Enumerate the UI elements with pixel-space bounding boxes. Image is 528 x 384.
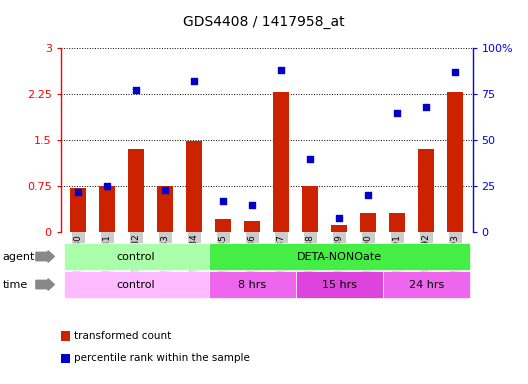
Point — [335, 215, 343, 221]
Text: 8 hrs: 8 hrs — [238, 280, 266, 290]
Text: 24 hrs: 24 hrs — [409, 280, 444, 290]
Point — [103, 183, 111, 189]
Bar — [360, 213, 376, 232]
Bar — [389, 213, 405, 232]
Bar — [302, 186, 318, 232]
Point — [190, 78, 199, 84]
Bar — [99, 186, 115, 232]
Point — [219, 198, 228, 204]
Bar — [70, 188, 86, 232]
Text: control: control — [117, 280, 155, 290]
Bar — [273, 92, 289, 232]
Text: control: control — [117, 252, 155, 262]
Point — [306, 156, 314, 162]
Point — [277, 67, 285, 73]
Bar — [128, 149, 144, 232]
Text: agent: agent — [3, 252, 35, 262]
Point — [422, 104, 430, 110]
Text: DETA-NONOate: DETA-NONOate — [297, 252, 382, 262]
Point — [74, 189, 82, 195]
Text: percentile rank within the sample: percentile rank within the sample — [74, 353, 250, 363]
Bar — [215, 219, 231, 232]
Point — [161, 187, 169, 193]
Point — [451, 69, 459, 75]
Point — [393, 109, 401, 116]
Point — [248, 202, 257, 208]
Text: transformed count: transformed count — [74, 331, 171, 341]
Bar — [157, 186, 173, 232]
Point — [132, 87, 140, 93]
Bar — [331, 225, 347, 232]
Bar — [244, 221, 260, 232]
Text: 15 hrs: 15 hrs — [322, 280, 356, 290]
Bar — [186, 141, 202, 232]
Point — [364, 192, 372, 199]
Text: time: time — [3, 280, 28, 290]
Bar — [447, 92, 463, 232]
Text: GDS4408 / 1417958_at: GDS4408 / 1417958_at — [183, 15, 345, 29]
Bar — [418, 149, 434, 232]
